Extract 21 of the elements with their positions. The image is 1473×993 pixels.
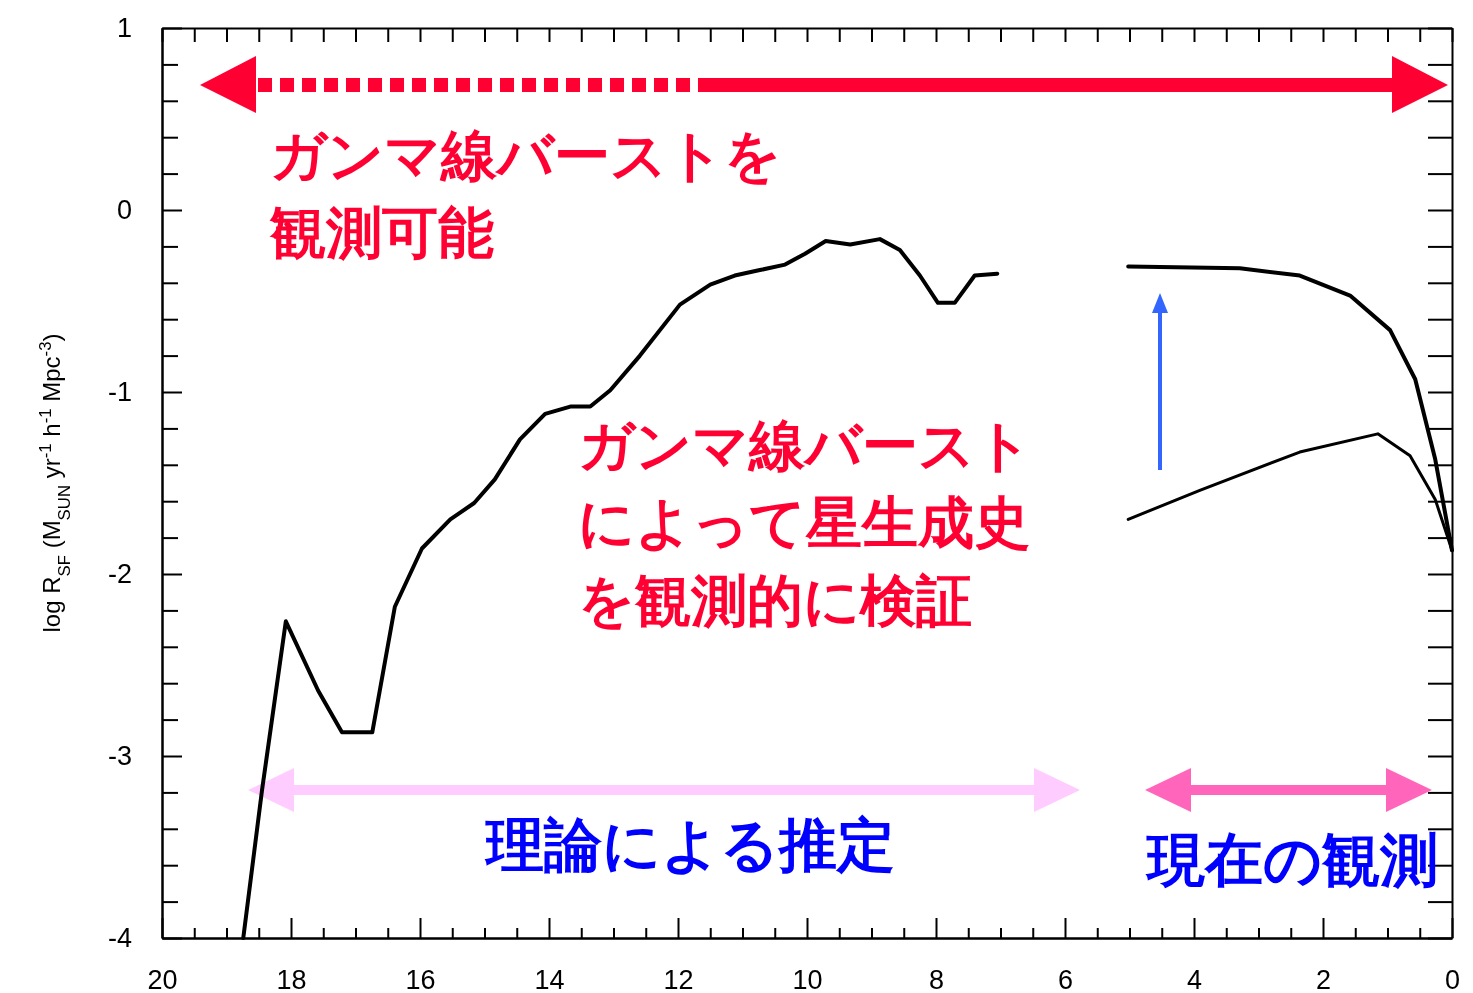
x-tick-label: 2 <box>1315 965 1332 993</box>
y-tick-label: 1 <box>116 13 132 44</box>
y-tick-label: -2 <box>107 559 132 590</box>
x-tick-label: 10 <box>792 965 823 993</box>
annotation: ガンマ線バーストによって星生成史を観測的に検証 <box>578 414 1032 632</box>
x-tick-label: 14 <box>534 965 565 993</box>
x-tick-label: 0 <box>1444 965 1461 993</box>
annotation: 現在の観測 <box>1144 827 1438 892</box>
y-tick-label: -3 <box>107 741 132 772</box>
annotation: 理論による推定 <box>483 812 895 877</box>
x-tick-label: 6 <box>1057 965 1074 993</box>
x-tick-label: 8 <box>928 965 945 993</box>
x-tick-label: 16 <box>405 965 436 993</box>
y-tick-label: -1 <box>107 377 132 408</box>
y-tick-label: 0 <box>116 195 132 226</box>
x-tick-label: 4 <box>1186 965 1203 993</box>
annotation: ガンマ線バーストを観測可能 <box>269 124 781 265</box>
x-tick-label: 12 <box>663 965 694 993</box>
y-tick-label: -4 <box>107 923 132 954</box>
x-tick-label: 18 <box>276 965 307 993</box>
x-tick-label: 20 <box>147 965 178 993</box>
